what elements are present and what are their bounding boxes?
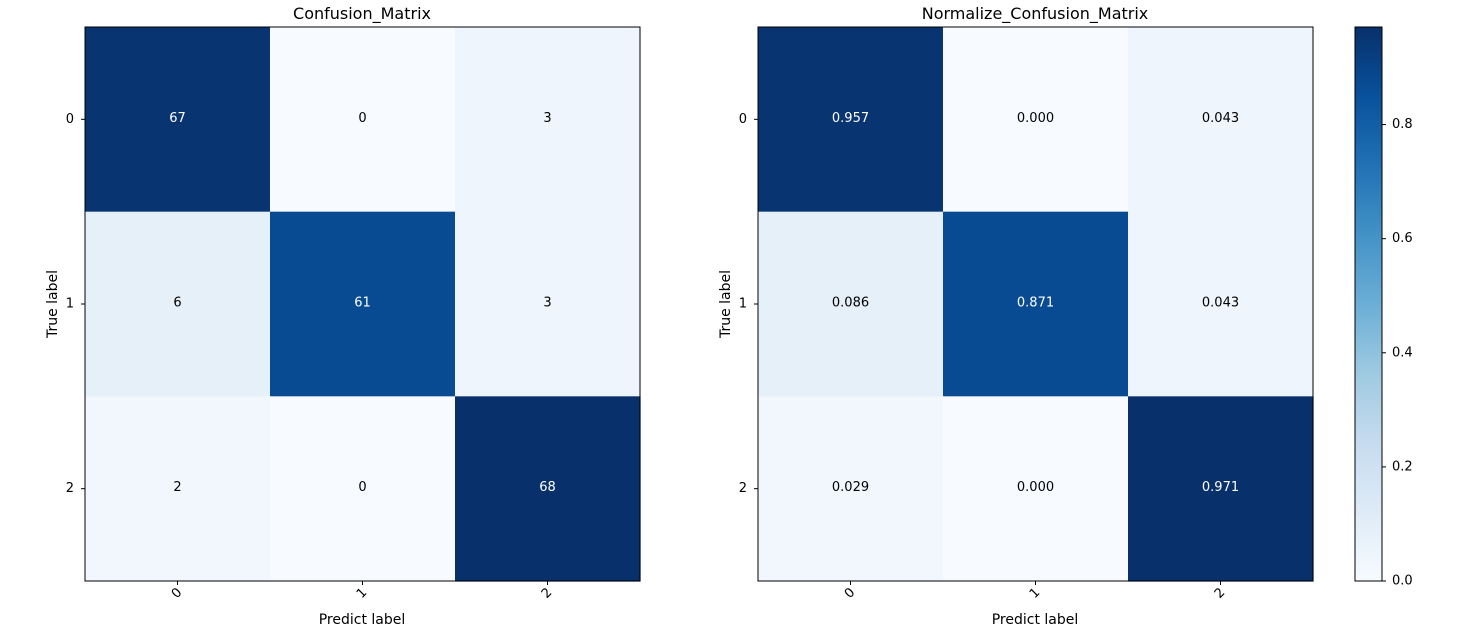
heatmap-cell-0-1 <box>943 27 1129 213</box>
x-tick-label: 1 <box>1027 585 1043 601</box>
heatmap-cell-2-1 <box>270 396 456 582</box>
heatmap-cell-1-2 <box>1128 211 1314 397</box>
cell-value-label-2-1: 0 <box>358 480 366 495</box>
cell-value-label-1-2: 3 <box>543 296 551 311</box>
heatmap-cell-0-2 <box>1128 27 1314 213</box>
cell-value-label-2-0: 0.029 <box>832 480 869 495</box>
cell-value-label-0-0: 0.957 <box>832 111 869 126</box>
colorbar-tick-label: 0.4 <box>1392 345 1413 360</box>
heatmap-cell-1-1 <box>270 211 456 397</box>
cell-value-label-1-0: 6 <box>173 296 181 311</box>
x-axis-ticks: 0 1 2 <box>842 581 1228 602</box>
heatmap-cell-2-2 <box>455 396 641 582</box>
chart-title: Normalize_Confusion_Matrix <box>922 4 1149 24</box>
cell-value-label-0-1: 0.000 <box>1017 111 1054 126</box>
y-axis-label: True label <box>45 270 61 339</box>
y-tick-label: 1 <box>739 297 747 312</box>
colorbar-tick-label: 0.6 <box>1392 231 1413 246</box>
heatmap-cell-1-2 <box>455 211 641 397</box>
heatmap-cell-0-1 <box>270 27 456 213</box>
cell-value-label-2-1: 0.000 <box>1017 480 1054 495</box>
heatmap-cell-0-0 <box>85 27 271 213</box>
x-axis-label: Predict label <box>319 612 406 627</box>
x-tick-label: 1 <box>354 585 370 601</box>
heatmap-cell-0-2 <box>455 27 641 213</box>
heatmap-cell-0-0 <box>758 27 944 213</box>
cell-value-label-1-1: 61 <box>354 296 371 311</box>
normalized-confusion-matrix-chart: Normalize_Confusion_Matrix 0.957 0.000 0.0… <box>718 4 1314 627</box>
y-axis-ticks: 0 1 2 <box>739 112 758 496</box>
heatmap-cell-2-2 <box>1128 396 1314 582</box>
heatmap-cells <box>85 27 641 582</box>
cell-value-label-1-1: 0.871 <box>1017 296 1054 311</box>
y-tick-label: 0 <box>739 112 747 127</box>
cell-value-label-2-2: 0.971 <box>1202 480 1239 495</box>
heatmap-cell-2-0 <box>758 396 944 582</box>
cell-value-label-0-0: 67 <box>169 111 186 126</box>
colorbar: 0.0 0.2 0.4 0.6 0.8 <box>1354 26 1413 589</box>
confusion-matrix-chart: Confusion_Matrix 67 0 3 6 61 3 2 0 68 0 1 2 0 1 2 Pr… <box>45 4 641 627</box>
cell-value-label-2-0: 2 <box>173 480 181 495</box>
cell-value-label-2-2: 68 <box>539 480 556 495</box>
y-tick-label: 0 <box>66 112 74 127</box>
cell-value-labels: 67 0 3 6 61 3 2 0 68 <box>169 111 556 495</box>
heatmap-cell-1-0 <box>85 211 271 397</box>
y-tick-label: 2 <box>739 481 747 496</box>
cell-value-label-1-0: 0.086 <box>832 296 869 311</box>
heatmap-cell-1-0 <box>758 211 944 397</box>
y-tick-label: 2 <box>66 481 74 496</box>
y-tick-label: 1 <box>66 297 74 312</box>
x-tick-label: 0 <box>842 585 858 601</box>
colorbar-tick-label: 0.8 <box>1392 117 1413 132</box>
heatmap-cells <box>758 27 1314 582</box>
x-axis-label: Predict label <box>992 612 1079 627</box>
cell-value-label-1-2: 0.043 <box>1202 296 1239 311</box>
x-axis-ticks: 0 1 2 <box>169 581 555 602</box>
cell-value-labels: 0.957 0.000 0.043 0.086 0.871 0.043 0.029 0.000… <box>832 111 1239 495</box>
cell-value-label-0-1: 0 <box>358 111 366 126</box>
x-tick-label: 2 <box>539 585 555 601</box>
cell-value-label-0-2: 0.043 <box>1202 111 1239 126</box>
colorbar-gradient <box>1354 26 1383 582</box>
x-tick-label: 2 <box>1212 585 1228 601</box>
y-axis-label: True label <box>718 270 734 339</box>
colorbar-ticks: 0.0 0.2 0.4 0.6 0.8 <box>1382 117 1413 589</box>
colorbar-tick-label: 0.2 <box>1392 459 1413 474</box>
x-tick-label: 0 <box>169 585 185 601</box>
heatmap-cell-2-0 <box>85 396 271 582</box>
cell-value-label-0-2: 3 <box>543 111 551 126</box>
heatmap-cell-2-1 <box>943 396 1129 582</box>
chart-title: Confusion_Matrix <box>293 4 431 24</box>
y-axis-ticks: 0 1 2 <box>66 112 85 496</box>
heatmap-cell-1-1 <box>943 211 1129 397</box>
colorbar-tick-label: 0.0 <box>1392 574 1413 589</box>
